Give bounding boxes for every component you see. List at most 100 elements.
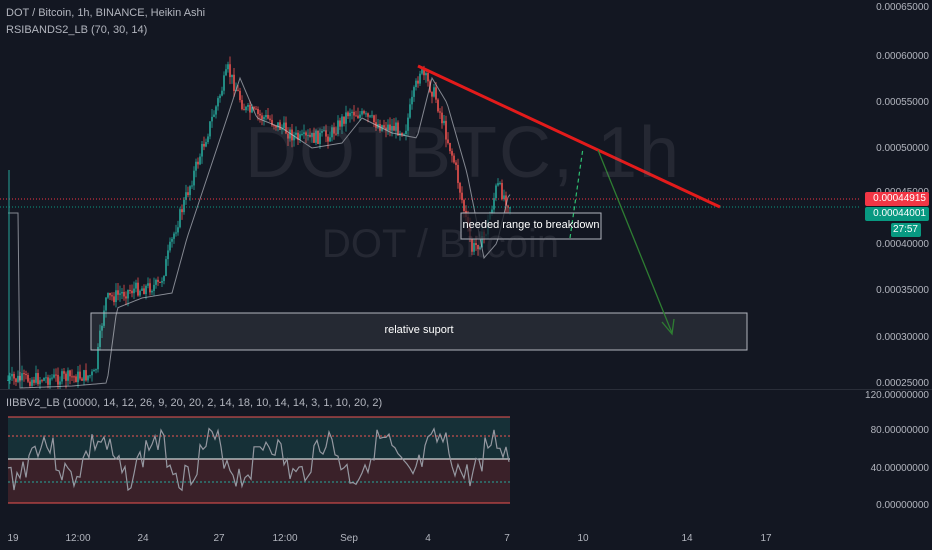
candle-body [39, 380, 41, 385]
candle-body [147, 283, 149, 286]
candle-body [277, 122, 279, 128]
candle-body [149, 283, 151, 293]
overbought-zone [8, 417, 510, 459]
candle-body [315, 130, 317, 143]
candle-body [207, 136, 209, 143]
candle-body [253, 107, 255, 109]
resistance-trendline[interactable] [417, 64, 721, 209]
candle-body [79, 371, 81, 379]
candle-body [227, 64, 229, 70]
indicator-tick: 0.00000000 [876, 500, 929, 511]
candle-body [455, 162, 457, 165]
candle-body [393, 125, 395, 131]
candle-body [401, 133, 403, 136]
candle-body [441, 112, 443, 124]
band-midline [8, 76, 511, 389]
symbol-legend[interactable]: DOT / Bitcoin, 1h, BINANCE, Heikin Ashi [6, 7, 206, 19]
candle-body [231, 74, 233, 78]
indicator-pane[interactable] [0, 390, 860, 530]
candle-body [131, 290, 133, 294]
candle-body [283, 122, 285, 128]
candle-body [305, 132, 307, 136]
indicator-pane-legend[interactable]: IIBBV2_LB (10000, 14, 12, 26, 9, 20, 20,… [6, 397, 383, 409]
candle-body [157, 279, 159, 282]
candle-body [167, 250, 169, 260]
candle-body [433, 87, 435, 97]
candle-body [307, 135, 309, 137]
price-scale[interactable]: 0.00065000 0.00060000 0.00055000 0.00050… [860, 0, 932, 530]
candle-body [411, 96, 413, 105]
candle-body [493, 198, 495, 210]
candle-body [65, 373, 67, 381]
price-tick: 0.00060000 [876, 51, 929, 62]
candle-body [453, 155, 455, 163]
pane-divider[interactable] [0, 389, 932, 390]
candle-body [257, 108, 259, 114]
candle-body [425, 73, 427, 76]
main-chart-pane[interactable] [0, 0, 860, 390]
candle-body [345, 112, 347, 124]
watermark-ticker: DOTBTC, 1h [245, 113, 682, 193]
candle-body [327, 136, 329, 142]
watermark-name: DOT / Bitcoin [322, 222, 560, 266]
candle-body [103, 310, 105, 326]
candle-body [403, 133, 405, 136]
candle-body [351, 111, 353, 113]
candle-body [371, 115, 373, 117]
time-tick: 4 [425, 533, 431, 544]
candle-body [479, 247, 481, 250]
candle-body [99, 330, 101, 348]
candle-body [383, 125, 385, 128]
candle-body [31, 379, 33, 386]
candle-body [265, 114, 267, 118]
candle-body [279, 122, 281, 130]
candle-body [471, 238, 473, 252]
candle-body [281, 127, 283, 130]
candle-body [251, 107, 253, 113]
candle-body [463, 200, 465, 211]
candle-body [145, 285, 147, 295]
candle-body [225, 69, 227, 76]
candle-body [255, 108, 257, 110]
candle-body [101, 325, 103, 331]
candle-body [233, 74, 235, 92]
relative-support-box[interactable] [90, 312, 748, 351]
candle-body [221, 90, 223, 96]
projection-down-arrow[interactable] [597, 149, 673, 334]
breakdown-range-box[interactable] [460, 212, 602, 240]
candle-body [419, 73, 421, 84]
candle-body [341, 116, 343, 127]
price-tick: 0.00055000 [876, 97, 929, 108]
current-price-tag: 0.00044915 [865, 192, 929, 206]
candle-body [187, 192, 189, 196]
candle-body [169, 241, 171, 251]
candle-body [173, 233, 175, 239]
candle-body [473, 243, 475, 252]
time-tick: 7 [504, 533, 510, 544]
candle-body [397, 122, 399, 136]
candle-body [261, 115, 263, 120]
candle-body [43, 377, 45, 381]
projection-up-arrow[interactable] [569, 147, 584, 239]
indicator-legend[interactable]: RSIBANDS2_LB (70, 30, 14) [6, 24, 148, 36]
candle-body [287, 133, 289, 139]
candle-body [181, 209, 183, 213]
candle-body [199, 156, 201, 165]
candle-body [509, 207, 511, 209]
candle-body [295, 132, 297, 135]
rsi-bands-overlay [8, 76, 511, 389]
candle-body [491, 209, 493, 214]
candle-body [67, 370, 69, 381]
candle-body [369, 115, 371, 117]
candle-body [211, 116, 213, 122]
candle-body [107, 292, 109, 298]
candle-body [271, 119, 273, 126]
candle-body [263, 117, 265, 120]
candle-body [355, 115, 357, 117]
candle-body [21, 373, 23, 381]
time-axis[interactable]: 19 12:00 24 27 12:00 Sep 4 7 10 14 17 [0, 530, 860, 550]
price-tick: 0.00040000 [876, 239, 929, 250]
time-tick: 17 [760, 533, 772, 544]
candle-body [159, 281, 161, 283]
time-tick: 14 [681, 533, 693, 544]
